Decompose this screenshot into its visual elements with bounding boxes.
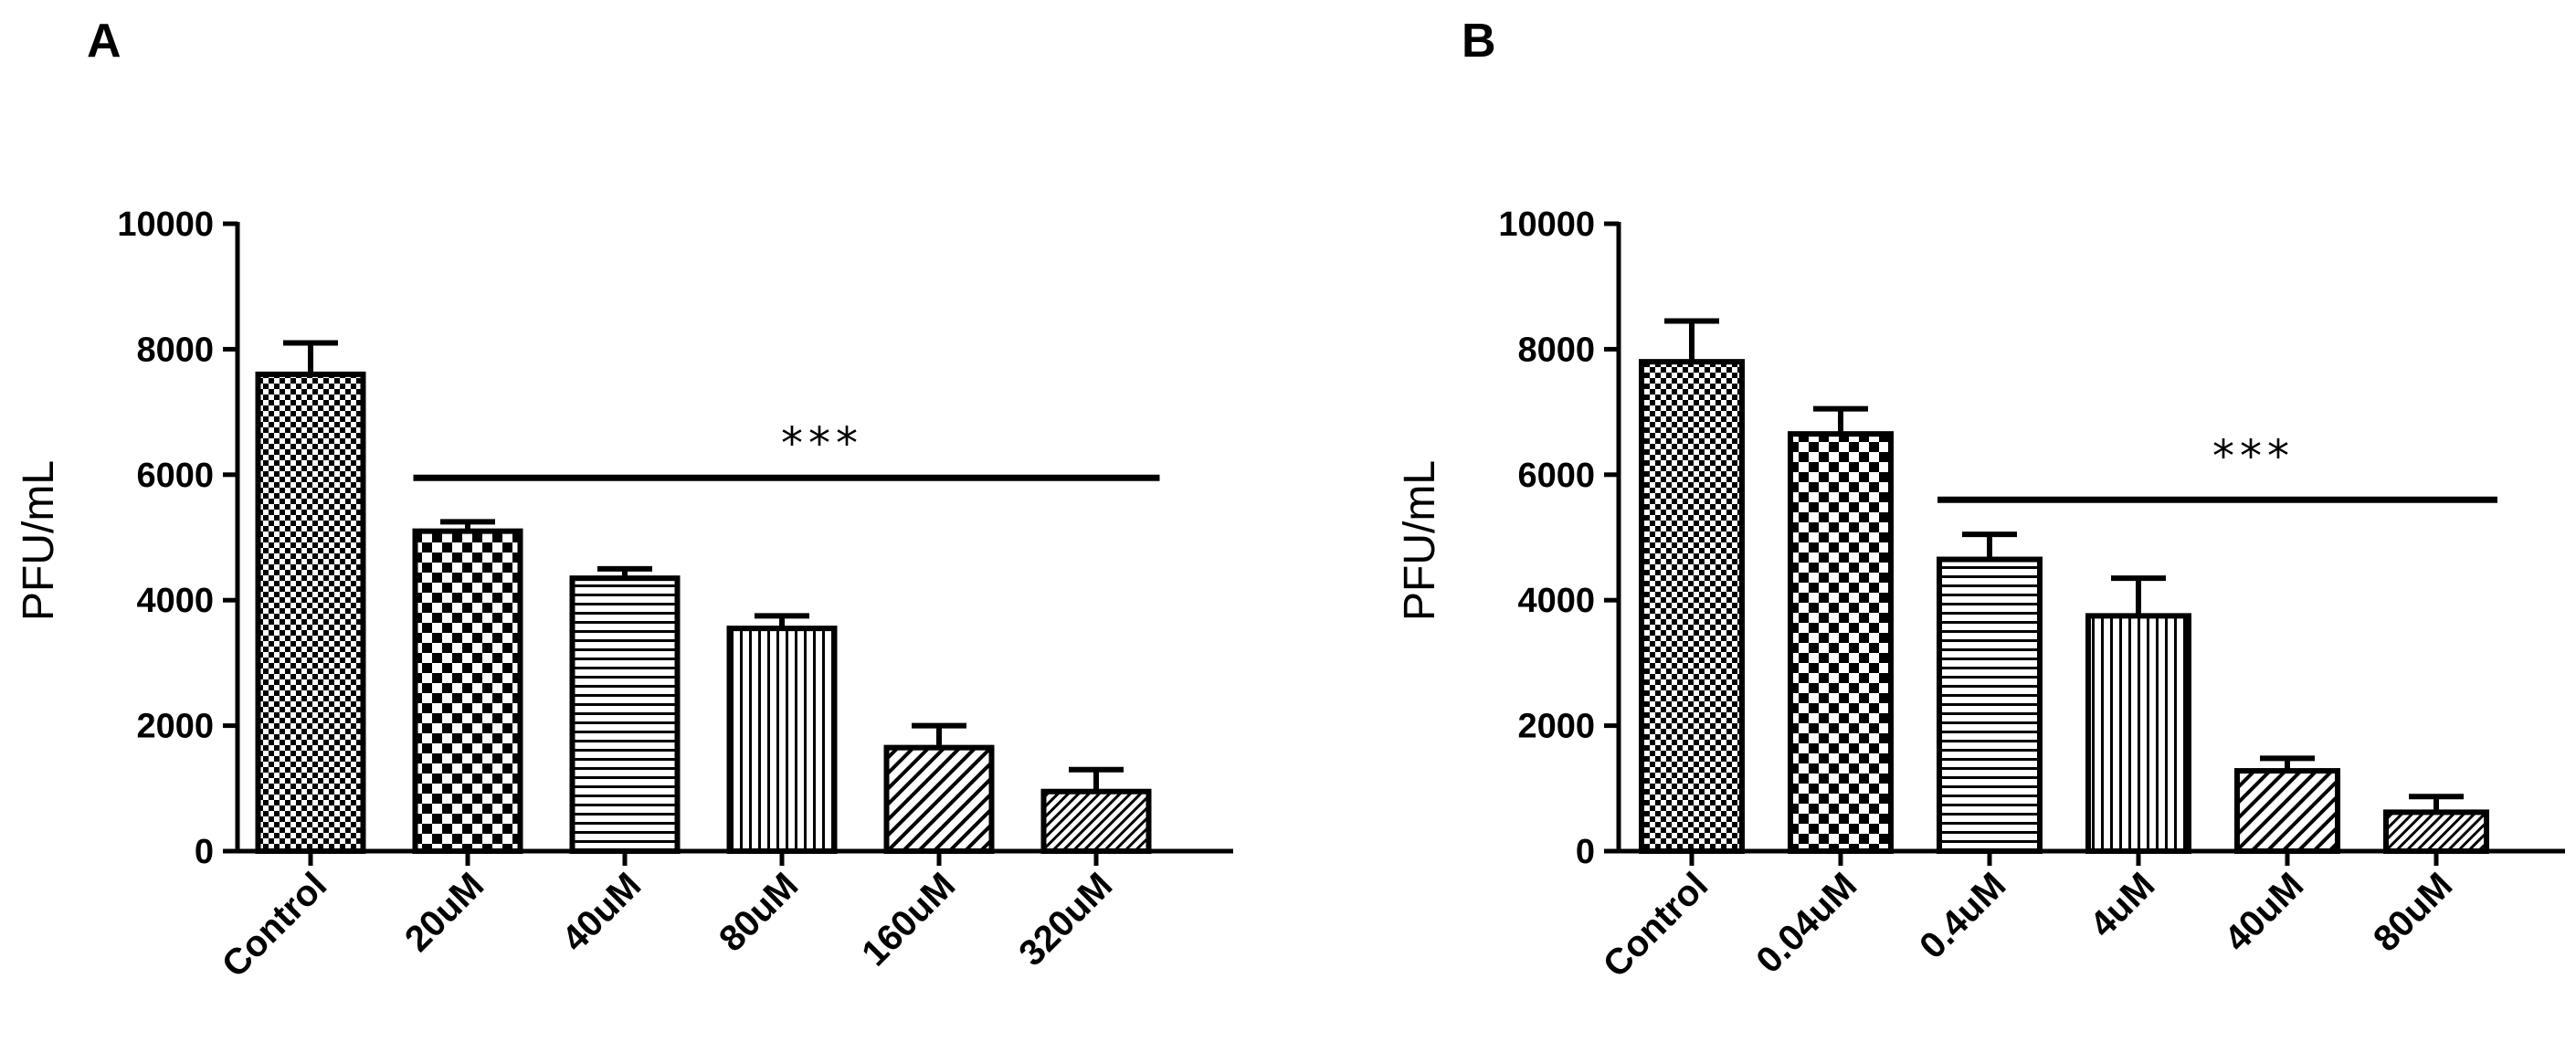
y-tick-label-a: 6000 — [136, 457, 214, 495]
bar-b-5 — [2234, 768, 2340, 855]
y-tick-label-b: 6000 — [1517, 457, 1595, 495]
x-category-label-b: 0.4uM — [1912, 865, 2013, 966]
y-tick-label-b: 4000 — [1517, 582, 1595, 620]
panel-letter-b: B — [1462, 15, 1496, 68]
bar-a-4 — [726, 626, 838, 854]
bar-b-4 — [2085, 613, 2191, 854]
bar-a-3 — [569, 575, 681, 855]
bar-b-3 — [1937, 556, 2043, 854]
bar-b-6 — [2383, 809, 2489, 855]
x-category-label-a: 80uM — [712, 865, 806, 959]
y-axis-title-b: PFU/mL — [1396, 460, 1444, 621]
x-category-label-a: 160uM — [854, 865, 963, 974]
y-tick-label-a: 2000 — [136, 708, 214, 746]
bar-b-2 — [1788, 431, 1894, 854]
panel-letter-a: A — [87, 15, 121, 68]
x-category-label-a: 320uM — [1011, 865, 1120, 974]
bar-a-1 — [255, 371, 366, 854]
y-tick-label-b: 10000 — [1498, 205, 1595, 244]
y-tick-label-b: 2000 — [1517, 708, 1595, 746]
x-category-label-b: 0.04uM — [1748, 865, 1864, 981]
x-category-label-a: 20uM — [397, 865, 491, 959]
y-tick-label-b: 0 — [1576, 833, 1595, 871]
y-axis-title-a: PFU/mL — [15, 460, 63, 621]
y-tick-label-a: 10000 — [117, 205, 214, 244]
significance-label-a: *** — [781, 418, 863, 469]
y-tick-label-a: 8000 — [136, 331, 214, 369]
chart-panel-a: 0 2000 4000 6000 8000 10000 Control 20uM 40uM 80u… — [117, 205, 1233, 985]
y-tick-label-b: 8000 — [1517, 331, 1595, 369]
bar-b-1 — [1639, 359, 1745, 854]
x-category-label-b: 4uM — [2083, 865, 2163, 945]
x-category-label-a: 40uM — [554, 865, 649, 959]
bar-a-6 — [1040, 788, 1152, 854]
significance-label-b: *** — [2212, 431, 2295, 482]
bar-a-5 — [883, 744, 995, 855]
y-tick-label-a: 4000 — [136, 582, 214, 620]
x-category-label-b: Control — [1596, 865, 1716, 985]
y-tick-label-a: 0 — [195, 833, 214, 871]
x-category-label-a: Control — [215, 865, 335, 985]
x-category-label-b: 80uM — [2366, 865, 2460, 959]
chart-panel-b: 0 2000 4000 6000 8000 10000 Control 0.04uM 0.4uM… — [1498, 205, 2565, 985]
x-category-label-b: 40uM — [2217, 865, 2311, 959]
bar-a-2 — [412, 528, 523, 854]
